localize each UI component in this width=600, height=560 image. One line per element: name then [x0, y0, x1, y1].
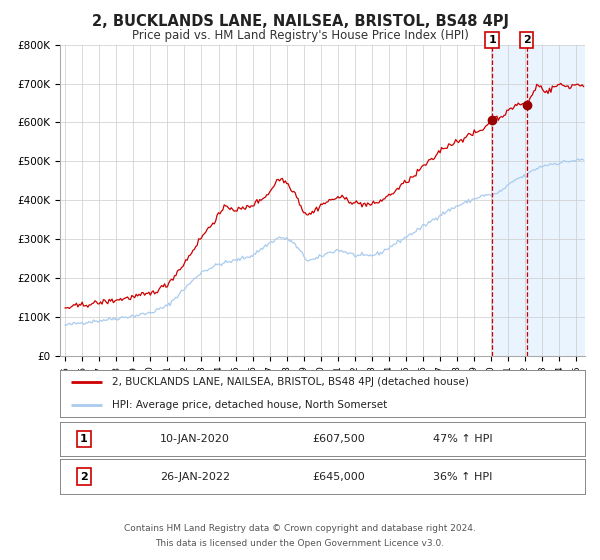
Text: £645,000: £645,000 — [312, 472, 365, 482]
Text: 36% ↑ HPI: 36% ↑ HPI — [433, 472, 492, 482]
Text: 2, BUCKLANDS LANE, NAILSEA, BRISTOL, BS48 4PJ: 2, BUCKLANDS LANE, NAILSEA, BRISTOL, BS4… — [91, 14, 509, 29]
Text: 2, BUCKLANDS LANE, NAILSEA, BRISTOL, BS48 4PJ (detached house): 2, BUCKLANDS LANE, NAILSEA, BRISTOL, BS4… — [113, 377, 469, 387]
Text: 26-JAN-2022: 26-JAN-2022 — [160, 472, 230, 482]
Text: Contains HM Land Registry data © Crown copyright and database right 2024.: Contains HM Land Registry data © Crown c… — [124, 524, 476, 533]
Text: 10-JAN-2020: 10-JAN-2020 — [160, 434, 230, 444]
Text: £607,500: £607,500 — [312, 434, 365, 444]
Text: 1: 1 — [488, 35, 496, 45]
Text: 1: 1 — [80, 434, 88, 444]
Bar — [492, 45, 585, 356]
Text: HPI: Average price, detached house, North Somerset: HPI: Average price, detached house, Nort… — [113, 400, 388, 410]
Text: 2: 2 — [523, 35, 530, 45]
Text: Price paid vs. HM Land Registry's House Price Index (HPI): Price paid vs. HM Land Registry's House … — [131, 29, 469, 42]
Text: 2: 2 — [80, 472, 88, 482]
Text: This data is licensed under the Open Government Licence v3.0.: This data is licensed under the Open Gov… — [155, 539, 445, 548]
Text: 47% ↑ HPI: 47% ↑ HPI — [433, 434, 493, 444]
